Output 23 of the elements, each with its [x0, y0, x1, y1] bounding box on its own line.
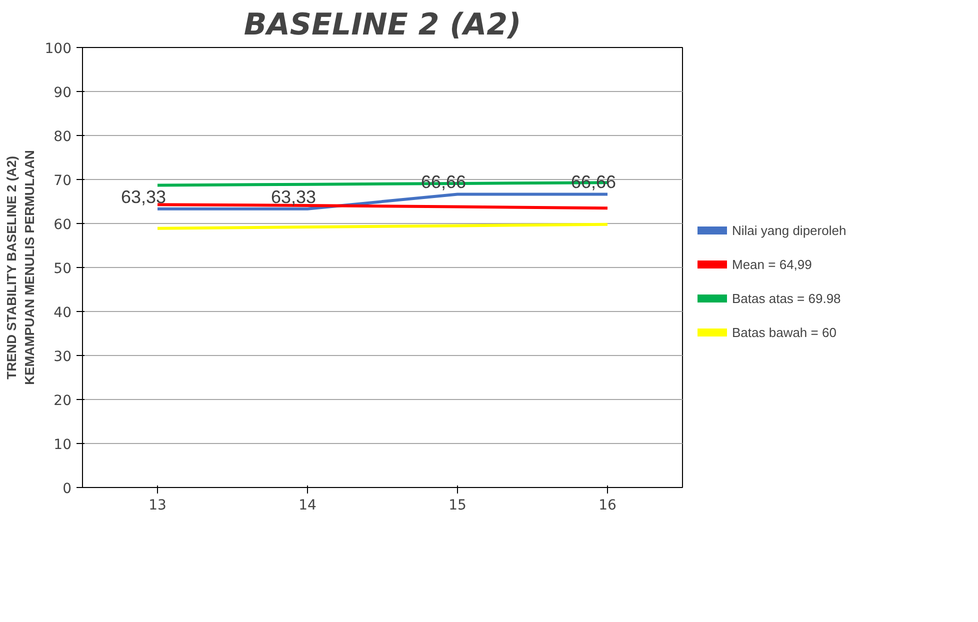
- y-tick-label: 10: [54, 437, 72, 453]
- y-tick-label: 40: [54, 305, 72, 321]
- y-tick-label: 50: [54, 261, 72, 277]
- x-tick-label: 16: [598, 498, 616, 514]
- y-tick-label: 90: [54, 85, 72, 101]
- data-label: 63,33: [270, 186, 316, 207]
- legend-label: Nilai yang diperoleh: [732, 222, 846, 238]
- data-label: 63,33: [120, 186, 166, 207]
- y-tick-label: 20: [54, 393, 72, 409]
- y-tick-label: 0: [62, 481, 72, 497]
- y-tick-label: 70: [54, 173, 72, 189]
- legend-label: Mean = 64,99: [732, 256, 812, 272]
- y-axis-title: TREND STABILITY BASELINE 2 (A2) KEMAMPUAN MENULIS PERMULAAN: [4, 150, 37, 385]
- legend-label: Batas atas = 69.98: [732, 290, 841, 306]
- chart-title: BASELINE 2 (A2): [244, 8, 522, 42]
- y-tick-label: 100: [44, 41, 72, 57]
- legend-label: Batas bawah = 60: [732, 324, 836, 340]
- x-tick-label: 15: [448, 498, 466, 514]
- x-tick-label: 14: [298, 498, 316, 514]
- y-tick-label: 80: [54, 129, 72, 145]
- x-tick-label: 13: [148, 498, 166, 514]
- y-tick-label: 30: [54, 349, 72, 365]
- y-tick-label: 60: [54, 217, 72, 233]
